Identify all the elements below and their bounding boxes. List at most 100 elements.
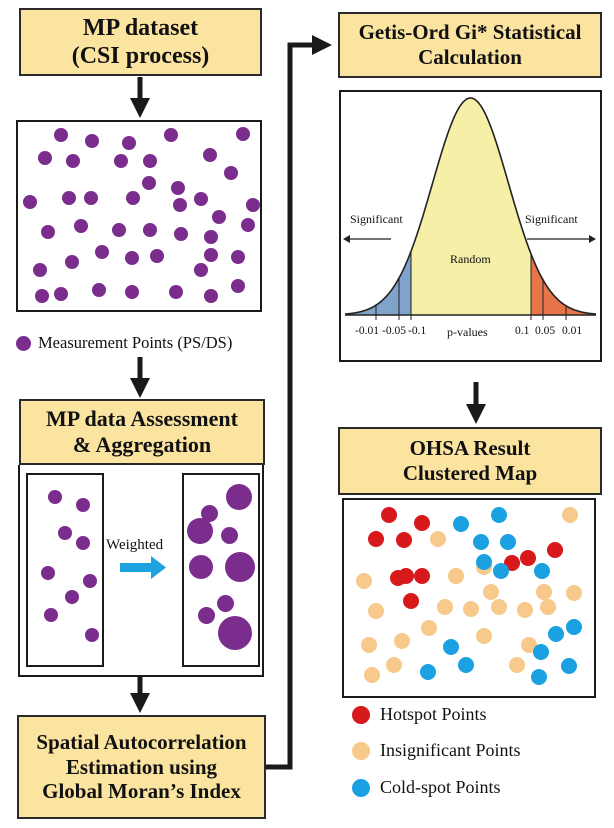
insignificant-point bbox=[356, 573, 372, 589]
coldspot-legend-label: Cold-spot Points bbox=[380, 777, 501, 797]
measurement-point bbox=[173, 198, 187, 212]
coldspot-point bbox=[493, 563, 509, 579]
measurement-point bbox=[38, 151, 52, 165]
hotspot-point bbox=[547, 542, 563, 558]
significant-right-arrow bbox=[527, 235, 596, 243]
measurement-point bbox=[112, 223, 126, 237]
tick-left-001: -0.01 bbox=[355, 325, 379, 337]
tick-right-01: 0.1 bbox=[515, 325, 530, 337]
insignificant-point bbox=[491, 599, 507, 615]
measurement-point bbox=[85, 134, 99, 148]
measurement-point bbox=[74, 219, 88, 233]
curve-tick-lines bbox=[375, 251, 567, 320]
weighted-points-panel bbox=[182, 473, 260, 667]
tick-right-005: 0.05 bbox=[535, 325, 556, 337]
measurement-point bbox=[171, 181, 185, 195]
bell-curve-chart bbox=[343, 97, 597, 320]
insignificant-point bbox=[361, 637, 377, 653]
insignificant-point bbox=[517, 602, 533, 618]
curve-outline bbox=[344, 97, 597, 315]
measurement-point bbox=[114, 154, 128, 168]
raw-points-panel bbox=[26, 473, 104, 667]
measurement-point bbox=[194, 263, 208, 277]
coldspot-point bbox=[533, 644, 549, 660]
measurement-point bbox=[174, 227, 188, 241]
measurement-point bbox=[41, 225, 55, 239]
weighted-arrow-icon bbox=[120, 556, 166, 579]
raw-point bbox=[44, 608, 58, 622]
coldspot-point bbox=[458, 657, 474, 673]
hotspot-point bbox=[414, 515, 430, 531]
weighted-point bbox=[225, 552, 255, 582]
measurement-point bbox=[54, 287, 68, 301]
coldspot-point bbox=[453, 516, 469, 532]
bell-curve-panel: Significant Significant Random p-values … bbox=[339, 90, 602, 362]
spatial-autocorrelation-box: Spatial Autocorrelation Estimation using… bbox=[17, 715, 266, 819]
insignificant-legend-dot bbox=[352, 742, 370, 760]
insignificant-point bbox=[394, 633, 410, 649]
weighted-point bbox=[200, 504, 218, 522]
measurement-point bbox=[35, 289, 49, 303]
coldspot-point bbox=[420, 664, 436, 680]
raw-point bbox=[48, 490, 62, 504]
measurement-point bbox=[203, 148, 217, 162]
weighted-point bbox=[189, 555, 213, 579]
insignificant-point bbox=[509, 657, 525, 673]
insignificant-point bbox=[483, 584, 499, 600]
coldspot-point bbox=[548, 626, 564, 642]
measurement-point bbox=[65, 255, 79, 269]
ohsa-legend: Hotspot Points Insignificant Points Cold… bbox=[352, 702, 592, 812]
measurement-point bbox=[150, 249, 164, 263]
weighted-point bbox=[218, 616, 252, 650]
weighted-point bbox=[187, 518, 213, 544]
weighted-point bbox=[197, 606, 215, 624]
raw-point bbox=[41, 566, 55, 580]
weighted-point bbox=[216, 594, 234, 612]
hotspot-point bbox=[368, 531, 384, 547]
aggregation-panel: Weighted bbox=[18, 465, 264, 677]
weighted-point bbox=[226, 484, 252, 510]
measurement-point bbox=[122, 136, 136, 150]
mp-legend-label: Measurement Points (PS/DS) bbox=[38, 333, 233, 352]
clustered-map-panel bbox=[342, 498, 596, 698]
insignificant-point bbox=[421, 620, 437, 636]
arrow-spatial-to-getis bbox=[266, 35, 332, 770]
significant-left-label: Significant bbox=[350, 212, 403, 226]
coldspot-point bbox=[473, 534, 489, 550]
measurement-point bbox=[84, 191, 98, 205]
hotspot-point bbox=[396, 532, 412, 548]
weighted-label: Weighted bbox=[106, 537, 164, 553]
measurement-point bbox=[62, 191, 76, 205]
measurement-point bbox=[231, 250, 245, 264]
measurement-point bbox=[33, 263, 47, 277]
weighted-point bbox=[220, 526, 238, 544]
mp-dataset-box: MP dataset (CSI process) bbox=[19, 8, 262, 76]
measurement-point bbox=[125, 251, 139, 265]
hotspot-legend-label: Hotspot Points bbox=[380, 704, 487, 724]
hotspot-point bbox=[381, 507, 397, 523]
coldspot-point bbox=[476, 554, 492, 570]
measurement-point bbox=[204, 248, 218, 262]
tick-right-001: 0.01 bbox=[562, 325, 583, 337]
measurement-point bbox=[125, 285, 139, 299]
assessment-title: MP data Assessment & Aggregation bbox=[46, 406, 238, 457]
insignificant-legend-label: Insignificant Points bbox=[380, 740, 521, 760]
measurement-point bbox=[241, 218, 255, 232]
insignificant-point bbox=[463, 601, 479, 617]
insignificant-point bbox=[437, 599, 453, 615]
coldspot-point bbox=[561, 658, 577, 674]
measurement-point bbox=[142, 176, 156, 190]
getis-ord-box: Getis-Ord Gi* Statistical Calculation bbox=[338, 12, 602, 78]
raw-point bbox=[83, 574, 97, 588]
coldspot-point bbox=[534, 563, 550, 579]
curve-random-area bbox=[345, 98, 596, 315]
insignificant-point bbox=[448, 568, 464, 584]
insignificant-point bbox=[430, 531, 446, 547]
coldspot-legend-dot bbox=[352, 779, 370, 797]
spatial-title: Spatial Autocorrelation Estimation using… bbox=[36, 729, 247, 804]
coldspot-point bbox=[491, 507, 507, 523]
raw-point bbox=[76, 536, 90, 550]
significant-right-label: Significant bbox=[525, 212, 578, 226]
insignificant-point bbox=[476, 628, 492, 644]
